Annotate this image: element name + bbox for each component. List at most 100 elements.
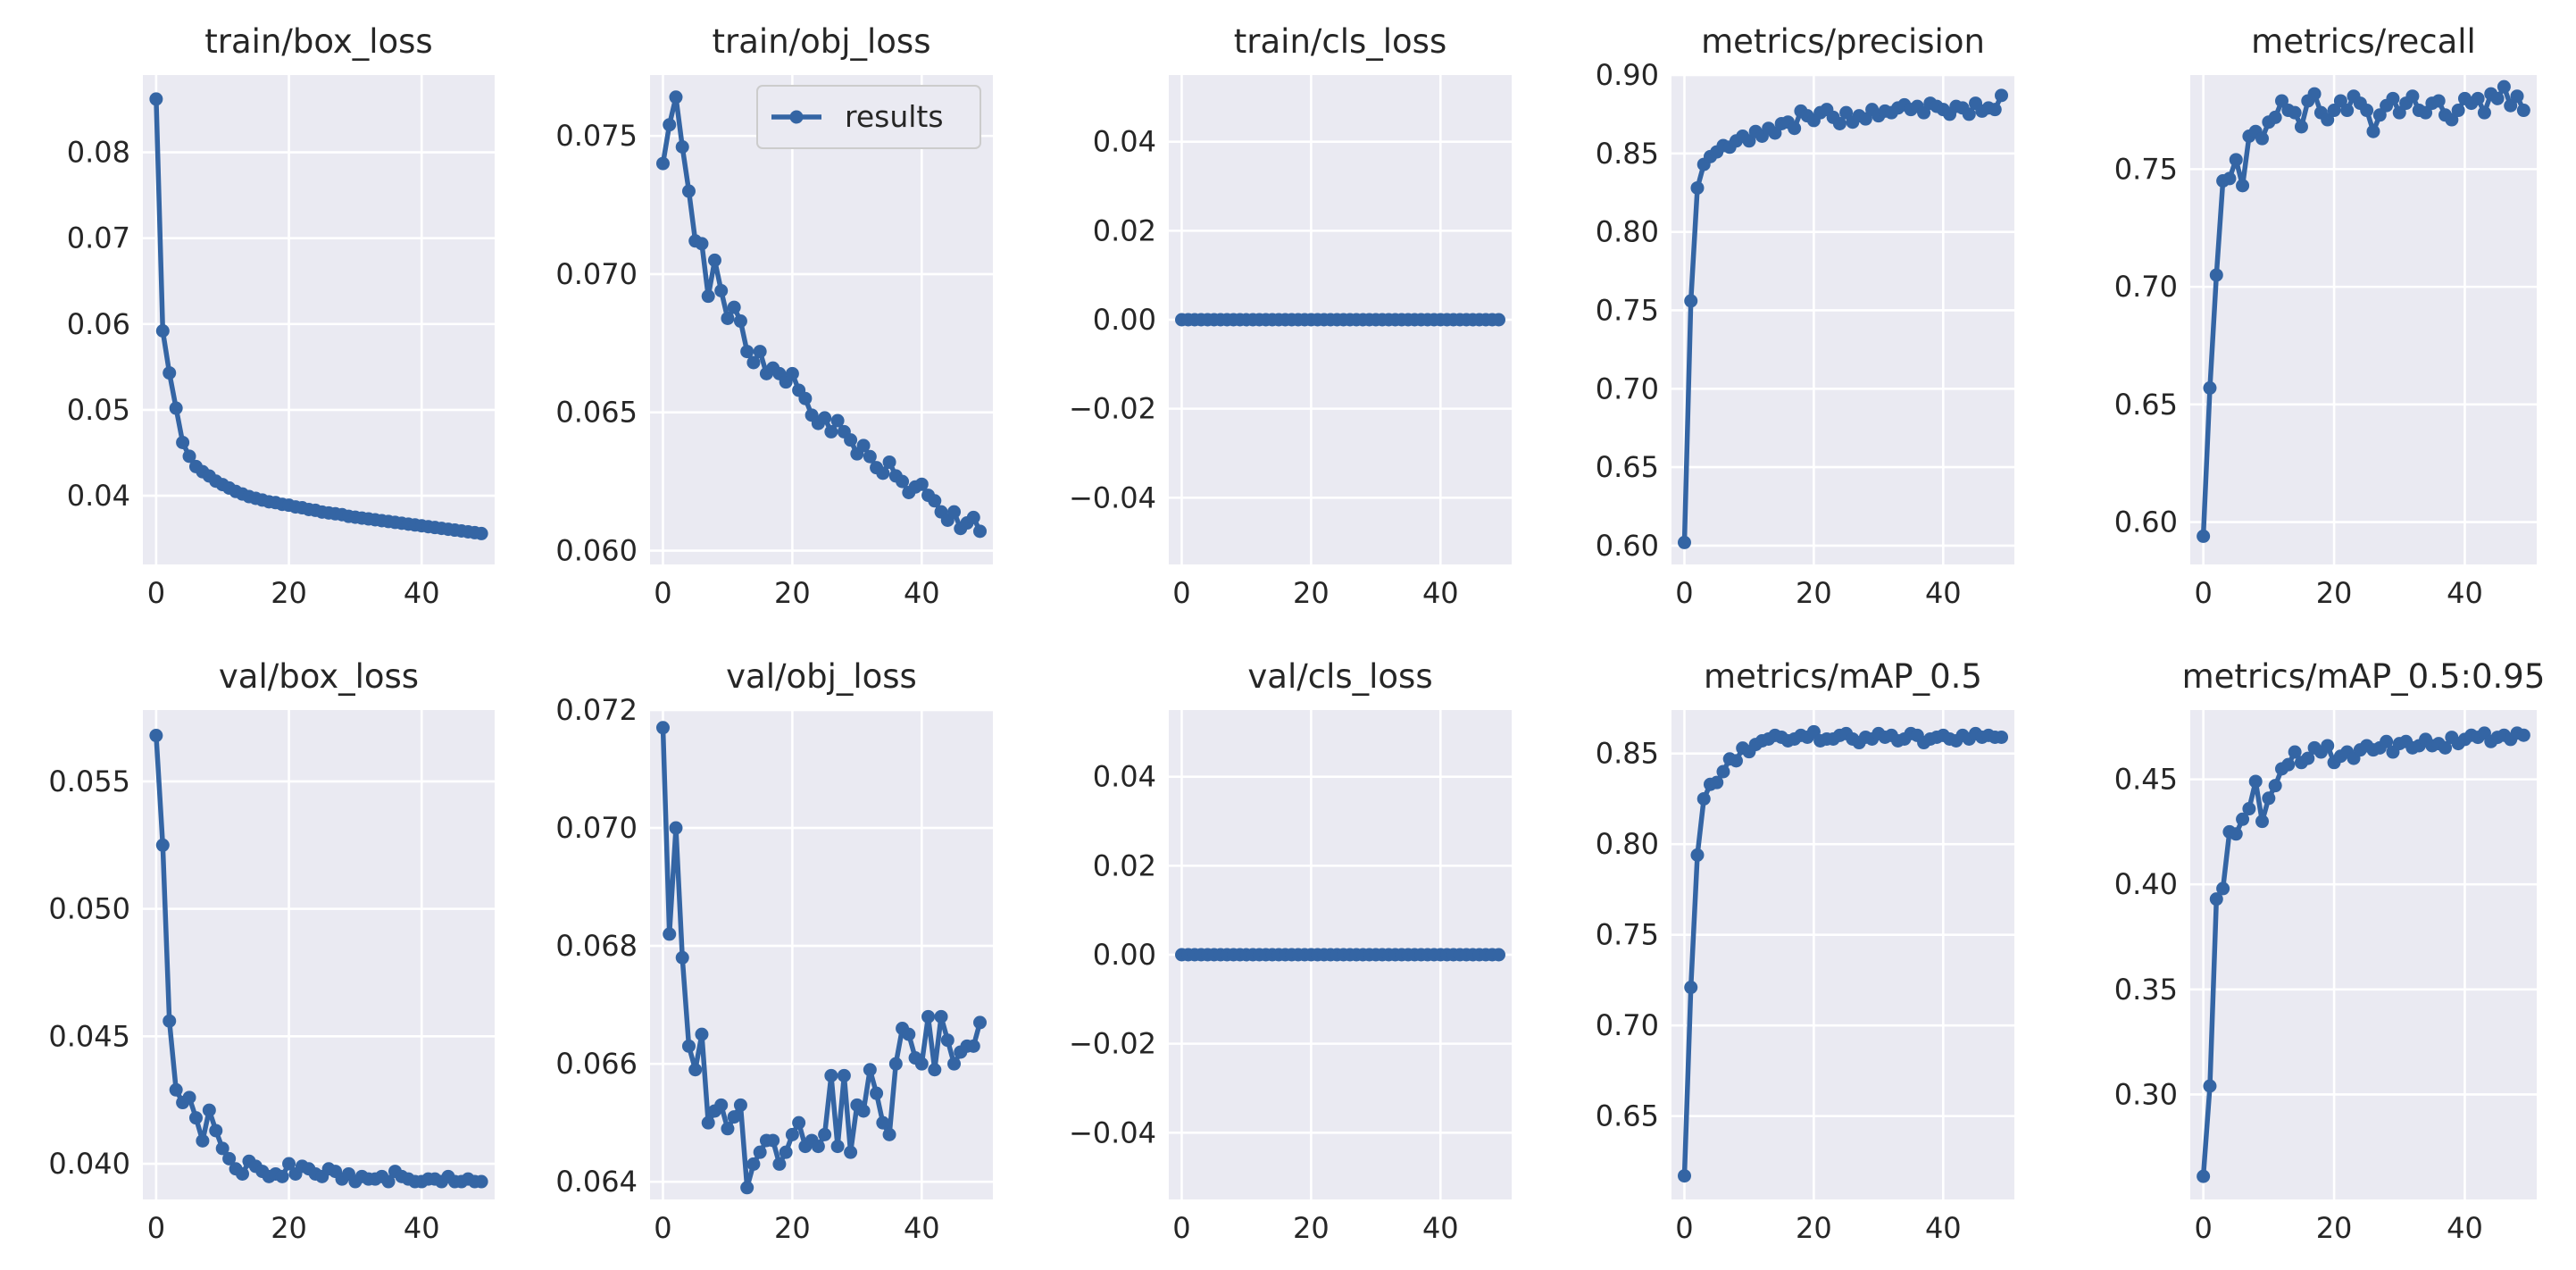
data-point bbox=[2333, 94, 2347, 108]
y-tick-label: 0.02 bbox=[1093, 213, 1156, 247]
y-tick-label: 0.00 bbox=[1093, 303, 1156, 337]
data-point bbox=[888, 1057, 903, 1071]
data-point bbox=[2307, 87, 2322, 101]
y-tick-label: −0.04 bbox=[1069, 1115, 1156, 1149]
data-point bbox=[740, 1181, 754, 1195]
data-point bbox=[1729, 754, 1743, 768]
chart-title: metrics/mAP_0.5:0.95 bbox=[2182, 657, 2546, 696]
data-point bbox=[215, 1141, 229, 1156]
data-point bbox=[2386, 91, 2400, 105]
x-tick-label: 40 bbox=[404, 576, 440, 610]
data-point bbox=[856, 439, 871, 453]
y-tick-label: 0.045 bbox=[48, 1019, 130, 1053]
data-point bbox=[2504, 98, 2518, 113]
y-tick-label: 0.02 bbox=[1093, 848, 1156, 882]
data-point bbox=[2222, 171, 2237, 186]
data-point bbox=[876, 1115, 890, 1130]
data-point bbox=[655, 156, 670, 171]
data-point bbox=[182, 449, 196, 464]
y-tick-label: 0.75 bbox=[1596, 918, 1659, 952]
data-point bbox=[2255, 815, 2270, 829]
data-point bbox=[1768, 126, 1782, 140]
chart-panel-metrics-recall: 0 20 40 0.60 0.65 0.70 0.75 metrics/recall bbox=[2114, 22, 2537, 610]
data-point bbox=[2445, 113, 2459, 127]
x-tick-label: 20 bbox=[2316, 1211, 2353, 1245]
data-point bbox=[2490, 91, 2505, 105]
x-tick-label: 0 bbox=[1675, 576, 1693, 610]
data-point bbox=[2236, 812, 2250, 826]
data-point bbox=[882, 455, 896, 469]
y-tick-label: −0.04 bbox=[1069, 480, 1156, 514]
data-point bbox=[2327, 104, 2341, 118]
y-tick-label: 0.70 bbox=[1596, 372, 1659, 405]
data-point bbox=[2294, 120, 2308, 134]
data-point bbox=[733, 314, 747, 329]
data-point bbox=[1492, 948, 1506, 962]
data-point bbox=[149, 729, 163, 743]
data-point bbox=[695, 237, 709, 251]
chart-title: val/cls_loss bbox=[1247, 657, 1432, 696]
data-point bbox=[811, 1140, 825, 1154]
x-tick-label: 0 bbox=[1172, 576, 1190, 610]
y-tick-label: 0.04 bbox=[1093, 760, 1156, 794]
data-point bbox=[1684, 294, 1698, 308]
data-point bbox=[163, 366, 177, 380]
y-tick-label: 0.040 bbox=[48, 1147, 130, 1181]
data-point bbox=[753, 345, 767, 359]
data-point bbox=[837, 1068, 851, 1082]
y-tick-label: 0.65 bbox=[1596, 450, 1659, 484]
data-point bbox=[1988, 103, 2002, 117]
data-point bbox=[1690, 848, 1705, 862]
data-point bbox=[2281, 757, 2296, 772]
data-point bbox=[818, 1127, 832, 1141]
x-tick-label: 0 bbox=[2194, 576, 2212, 610]
data-point bbox=[2197, 1169, 2211, 1183]
data-point bbox=[1788, 121, 1802, 136]
data-point bbox=[2209, 892, 2223, 907]
data-point bbox=[1716, 765, 1730, 779]
data-point bbox=[721, 311, 735, 325]
plot-area bbox=[650, 710, 993, 1199]
data-point bbox=[155, 323, 170, 338]
y-tick-label: 0.30 bbox=[2114, 1077, 2178, 1111]
data-point bbox=[675, 950, 689, 965]
data-point bbox=[2209, 268, 2223, 282]
data-point bbox=[2340, 104, 2355, 118]
chart-panel-val-cls-loss: 0 20 40 −0.04 −0.02 0.00 0.02 0.04 val/cls_loss bbox=[1069, 657, 1512, 1245]
x-tick-label: 0 bbox=[147, 1211, 165, 1245]
x-tick-label: 0 bbox=[1172, 1211, 1190, 1245]
y-tick-label: 0.065 bbox=[555, 396, 638, 430]
y-tick-label: 0.064 bbox=[555, 1165, 638, 1199]
y-tick-label: 0.65 bbox=[1596, 1099, 1659, 1133]
y-tick-label: 0.75 bbox=[2114, 152, 2178, 186]
plot-area bbox=[1671, 75, 2014, 564]
data-point bbox=[2268, 110, 2282, 124]
data-point bbox=[2262, 791, 2276, 806]
y-tick-label: 0.070 bbox=[555, 257, 638, 291]
x-tick-label: 40 bbox=[1422, 1211, 1459, 1245]
x-tick-label: 0 bbox=[147, 576, 165, 610]
x-tick-label: 40 bbox=[2447, 1211, 2483, 1245]
data-point bbox=[1677, 535, 1691, 549]
data-point bbox=[695, 1027, 709, 1041]
data-point bbox=[681, 184, 696, 198]
x-tick-label: 40 bbox=[904, 1211, 940, 1245]
data-point bbox=[746, 1157, 761, 1171]
data-point bbox=[2255, 131, 2270, 146]
legend-label: results bbox=[845, 99, 944, 134]
data-point bbox=[2197, 529, 2211, 543]
data-point bbox=[973, 1015, 988, 1030]
data-point bbox=[655, 721, 670, 735]
data-point bbox=[2248, 774, 2263, 789]
data-point bbox=[236, 1166, 250, 1181]
data-point bbox=[766, 1133, 780, 1148]
data-point bbox=[876, 466, 890, 480]
y-tick-label: 0.050 bbox=[48, 892, 130, 926]
data-point bbox=[2497, 79, 2511, 94]
data-point bbox=[856, 1104, 871, 1118]
data-point bbox=[381, 1174, 396, 1189]
data-point bbox=[896, 474, 910, 489]
data-point bbox=[818, 411, 832, 425]
data-point bbox=[2510, 89, 2524, 104]
chart-title: train/obj_loss bbox=[713, 22, 931, 61]
